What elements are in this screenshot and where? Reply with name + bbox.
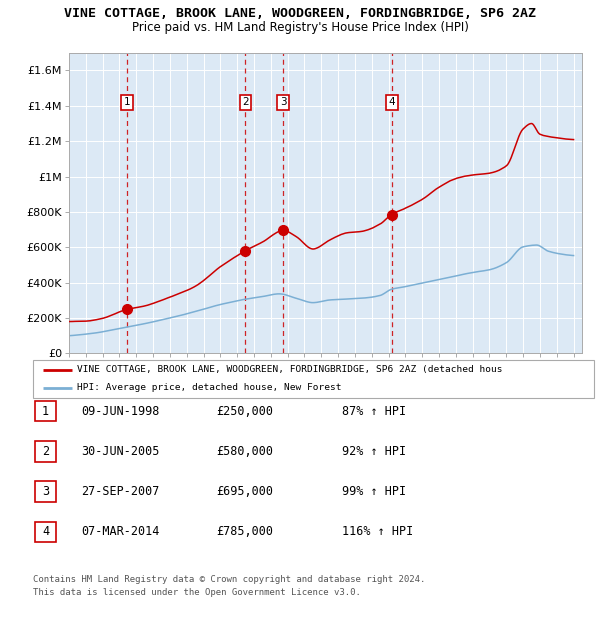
Text: 4: 4 <box>388 97 395 107</box>
Text: 3: 3 <box>280 97 287 107</box>
FancyBboxPatch shape <box>35 481 56 502</box>
Text: 2: 2 <box>242 97 249 107</box>
Text: 3: 3 <box>42 485 49 498</box>
Text: 116% ↑ HPI: 116% ↑ HPI <box>342 526 413 538</box>
Text: 87% ↑ HPI: 87% ↑ HPI <box>342 405 406 417</box>
Text: £785,000: £785,000 <box>216 526 273 538</box>
FancyBboxPatch shape <box>35 441 56 462</box>
Text: 07-MAR-2014: 07-MAR-2014 <box>81 526 160 538</box>
Text: Contains HM Land Registry data © Crown copyright and database right 2024.
This d: Contains HM Land Registry data © Crown c… <box>33 575 425 597</box>
Text: 2: 2 <box>42 445 49 458</box>
FancyBboxPatch shape <box>35 521 56 542</box>
Text: VINE COTTAGE, BROOK LANE, WOODGREEN, FORDINGBRIDGE, SP6 2AZ (detached hous: VINE COTTAGE, BROOK LANE, WOODGREEN, FOR… <box>77 365 502 374</box>
Text: 4: 4 <box>42 526 49 538</box>
Text: VINE COTTAGE, BROOK LANE, WOODGREEN, FORDINGBRIDGE, SP6 2AZ: VINE COTTAGE, BROOK LANE, WOODGREEN, FOR… <box>64 7 536 20</box>
Text: 09-JUN-1998: 09-JUN-1998 <box>81 405 160 417</box>
Text: £250,000: £250,000 <box>216 405 273 417</box>
Text: 1: 1 <box>42 405 49 417</box>
Text: HPI: Average price, detached house, New Forest: HPI: Average price, detached house, New … <box>77 383 341 392</box>
Text: £580,000: £580,000 <box>216 445 273 458</box>
Text: £695,000: £695,000 <box>216 485 273 498</box>
FancyBboxPatch shape <box>35 401 56 422</box>
Text: 30-JUN-2005: 30-JUN-2005 <box>81 445 160 458</box>
Text: 27-SEP-2007: 27-SEP-2007 <box>81 485 160 498</box>
Text: 99% ↑ HPI: 99% ↑ HPI <box>342 485 406 498</box>
Text: Price paid vs. HM Land Registry's House Price Index (HPI): Price paid vs. HM Land Registry's House … <box>131 21 469 34</box>
FancyBboxPatch shape <box>33 360 594 398</box>
Text: 1: 1 <box>124 97 130 107</box>
Text: 92% ↑ HPI: 92% ↑ HPI <box>342 445 406 458</box>
